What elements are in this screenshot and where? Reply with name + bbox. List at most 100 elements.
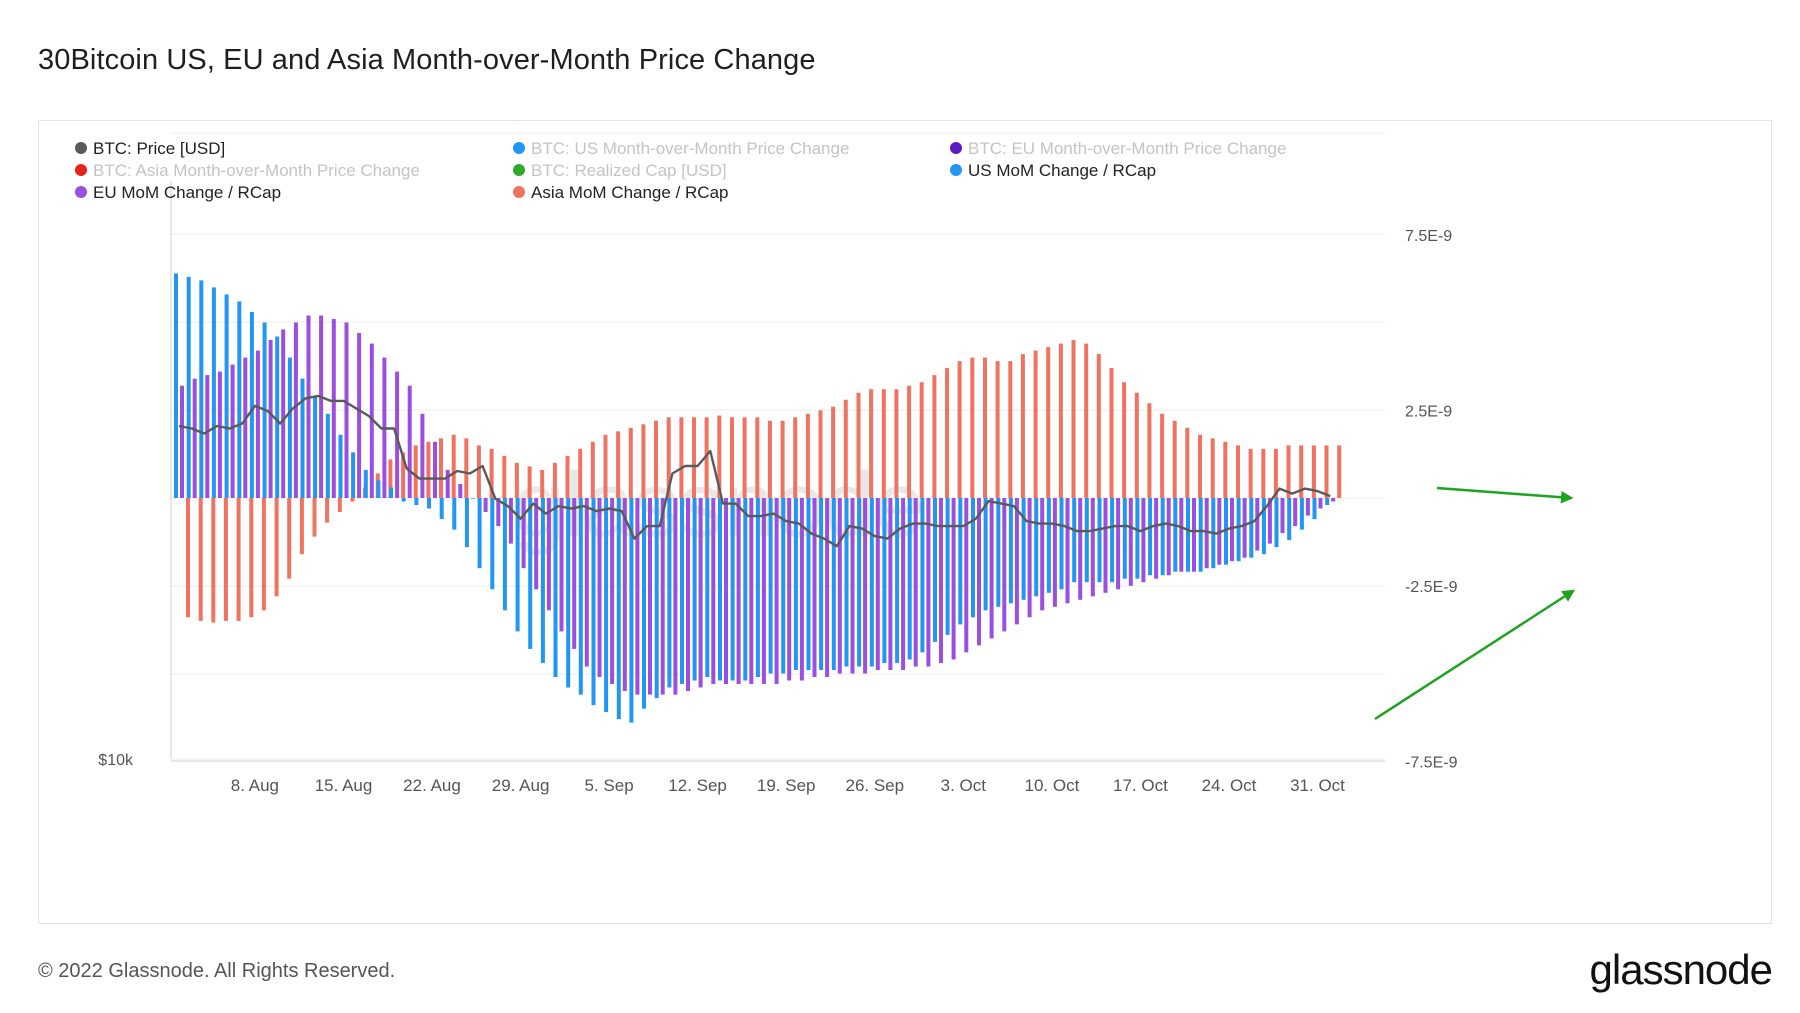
us-bar: [477, 498, 482, 569]
asia-bar: [1273, 448, 1278, 498]
eu-bar: [787, 498, 792, 681]
legend[interactable]: BTC: Price [USD] BTC: US Month-over-Month…: [75, 139, 1286, 202]
asia-bar: [894, 389, 899, 498]
us-bar: [1059, 498, 1064, 590]
legend-marker: [513, 164, 525, 176]
eu-bar: [635, 498, 640, 695]
eu-bar: [597, 498, 602, 677]
legend-item[interactable]: EU MoM Change / RCap: [75, 183, 281, 202]
legend-item[interactable]: Asia MoM Change / RCap: [513, 183, 728, 202]
us-bar: [591, 498, 596, 706]
asia-bar: [439, 438, 443, 498]
eu-bar: [243, 357, 248, 498]
us-bar: [945, 498, 950, 635]
asia-bar: [1147, 403, 1152, 498]
legend-marker: [75, 142, 87, 154]
legend-label: US MoM Change / RCap: [968, 161, 1156, 180]
y-right-tick-label: 2.5E-9: [1405, 403, 1452, 420]
legend-item[interactable]: BTC: EU Month-over-Month Price Change: [950, 139, 1286, 158]
eu-bar: [1103, 498, 1108, 593]
eu-bar: [584, 498, 589, 667]
eu-bar: [1027, 498, 1032, 618]
us-bar: [1186, 498, 1190, 572]
us-bar: [1160, 498, 1165, 576]
eu-bar: [1040, 498, 1045, 611]
us-bar: [1325, 498, 1330, 505]
us-bar: [869, 498, 874, 667]
us-bar: [768, 498, 773, 674]
y-right-tick-label: 7.5E-9: [1405, 228, 1452, 245]
asia-bar: [881, 389, 886, 498]
asia-bar: [692, 417, 696, 498]
us-bar: [490, 498, 495, 590]
legend-item[interactable]: BTC: Realized Cap [USD]: [513, 161, 727, 180]
us-bar: [1261, 498, 1266, 555]
asia-bar: [755, 417, 760, 498]
eu-bar: [230, 364, 235, 498]
legend-item[interactable]: BTC: Price [USD]: [75, 139, 225, 158]
asia-bar: [312, 498, 317, 537]
asia-bar: [552, 462, 557, 498]
asia-bar: [628, 427, 633, 498]
legend-label: BTC: Price [USD]: [93, 139, 225, 158]
asia-bar: [831, 406, 836, 498]
legend-item[interactable]: BTC: Asia Month-over-Month Price Change: [75, 161, 420, 180]
asia-bar: [1248, 448, 1253, 498]
legend-label: EU MoM Change / RCap: [93, 183, 281, 202]
arrow-upper: [1436, 486, 1574, 504]
us-bar: [1072, 498, 1077, 583]
asia-bar: [565, 455, 570, 498]
eu-bar: [888, 498, 893, 670]
asia-bar: [527, 466, 532, 498]
asia-bar: [1198, 434, 1202, 498]
us-bar: [427, 498, 431, 509]
us-bar: [604, 498, 609, 713]
eu-bar: [1318, 498, 1323, 509]
asia-bar: [198, 498, 203, 621]
x-tick-label: 8. Aug: [231, 776, 279, 795]
asia-bar: [350, 498, 355, 502]
asia-bar: [616, 431, 621, 498]
us-bar: [211, 287, 216, 498]
eu-bar: [749, 498, 754, 684]
x-tick-label: 26. Sep: [845, 776, 904, 795]
asia-bar: [388, 459, 393, 498]
us-bar: [983, 498, 988, 611]
eu-bar: [660, 498, 665, 695]
legend-label: BTC: EU Month-over-Month Price Change: [968, 139, 1286, 158]
asia-bar: [932, 375, 937, 498]
trend-arrows: [1374, 486, 1576, 721]
legend-item[interactable]: BTC: US Month-over-Month Price Change: [513, 139, 849, 158]
us-bar: [174, 273, 178, 498]
asia-bar: [451, 434, 456, 498]
us-bar: [515, 498, 520, 632]
asia-bar: [299, 498, 304, 555]
axes: 8. Aug 15. Aug 22. Aug 29. Aug 5. Sep 12. Sep…: [98, 181, 1458, 795]
eu-bar: [319, 315, 324, 498]
eu-bar: [1014, 498, 1019, 625]
price-line: [178, 394, 1331, 548]
asia-bar: [780, 420, 785, 498]
us-bar: [692, 498, 697, 681]
legend-marker: [950, 142, 962, 154]
us-bar: [907, 498, 912, 660]
asia-bar: [1109, 368, 1114, 498]
x-tick-label: 17. Oct: [1113, 776, 1168, 795]
us-bar: [705, 498, 710, 677]
legend-item[interactable]: US MoM Change / RCap: [950, 161, 1156, 180]
eu-bar: [875, 498, 880, 670]
eu-bar: [217, 371, 222, 498]
asia-bar: [843, 399, 848, 498]
eu-bar: [369, 343, 374, 498]
us-bar: [819, 498, 824, 670]
us-bar: [781, 498, 786, 674]
asia-bar: [767, 420, 772, 498]
us-bar: [528, 498, 533, 649]
eu-bar: [673, 498, 678, 695]
asia-bar: [1122, 382, 1127, 498]
us-bar: [313, 396, 318, 498]
us-bar: [1274, 498, 1279, 548]
asia-bar: [186, 498, 190, 618]
